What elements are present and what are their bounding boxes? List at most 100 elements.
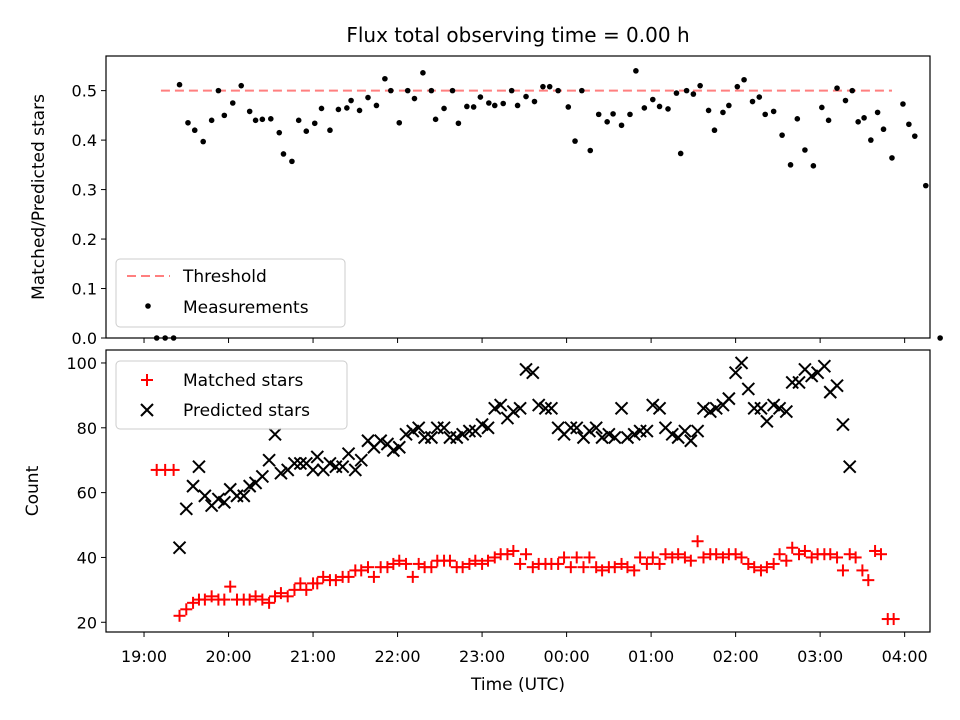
bottom-legend-box xyxy=(115,360,348,430)
measurement-point xyxy=(318,105,325,112)
measurement-point xyxy=(861,115,867,121)
measurement-point xyxy=(779,132,785,138)
measurement-point xyxy=(770,108,777,115)
measurement-point xyxy=(633,68,639,74)
predicted-star-point xyxy=(192,459,206,474)
measurement-point xyxy=(365,94,371,101)
matched-star-point xyxy=(367,570,380,583)
matched-star-point xyxy=(443,554,456,567)
predicted-star-point xyxy=(582,424,597,438)
predicted-star-point xyxy=(640,424,654,438)
measurement-point xyxy=(396,119,403,126)
legend-matched-swatch xyxy=(141,374,153,386)
predicted-star-point xyxy=(493,398,508,412)
matched-star-point xyxy=(798,544,811,557)
measurement-point xyxy=(268,116,274,122)
measurement-point xyxy=(335,106,342,113)
top-x-ticks xyxy=(143,338,906,343)
predicted-star-point xyxy=(754,401,768,416)
predicted-star-point xyxy=(620,430,635,445)
matched-star-point xyxy=(836,564,849,577)
measurement-point xyxy=(587,147,594,154)
measurement-point xyxy=(470,104,477,110)
x-tick-label: 04:00 xyxy=(882,647,928,666)
measurement-point xyxy=(734,83,741,90)
x-tick-label: 03:00 xyxy=(797,647,843,666)
measurement-point xyxy=(449,87,456,94)
predicted-star-point xyxy=(564,421,578,435)
legend-measurements-label: Measurements xyxy=(183,298,309,318)
predicted-star-point xyxy=(779,404,794,419)
matched-star-point xyxy=(311,577,324,590)
predicted-star-point xyxy=(830,378,844,393)
measurement-point xyxy=(508,87,515,94)
bottom-panel: 20 40 60 80 100 19:00 20:00 21:00 22:00 23:00 00:… xyxy=(23,349,931,695)
chart-title: Flux total observing time = 0.00 h xyxy=(346,23,689,47)
measurement-point xyxy=(627,111,633,118)
measurement-point xyxy=(514,102,521,109)
measurement-point xyxy=(825,117,832,124)
matched-star-point xyxy=(173,609,186,622)
measurement-point xyxy=(215,87,222,94)
measurement-point xyxy=(749,98,756,105)
matched-star-point xyxy=(406,570,419,583)
predicted-star-point xyxy=(274,466,288,480)
matched-star-point xyxy=(249,590,262,603)
top-panel: 0.0 0.1 0.2 0.3 0.4 0.5 Matched/Predicted sta… xyxy=(29,55,943,348)
predicted-star-point xyxy=(531,398,546,412)
predicted-star-point xyxy=(392,440,406,454)
measurement-point xyxy=(238,82,245,89)
matched-star-point xyxy=(514,557,527,570)
measurement-point xyxy=(280,151,287,157)
measurement-point xyxy=(705,107,712,114)
predicted-star-point xyxy=(728,365,743,380)
legend-predicted-swatch xyxy=(140,403,154,417)
bottom-legend: Matched stars Predicted stars xyxy=(115,360,348,430)
measurement-point xyxy=(428,87,435,94)
measurement-point xyxy=(604,119,610,125)
predicted-star-point xyxy=(287,456,302,471)
matched-star-point xyxy=(570,551,583,564)
predicted-star-point xyxy=(538,401,553,416)
measurement-point xyxy=(697,82,703,89)
matched-star-point xyxy=(558,551,571,564)
bottom-y-tick-label: 80 xyxy=(77,419,97,438)
measurement-point xyxy=(327,127,333,134)
measurement-point xyxy=(842,97,849,104)
measurement-point xyxy=(683,87,690,94)
top-y-tick-label: 0.5 xyxy=(72,82,97,101)
matched-star-point xyxy=(634,551,647,564)
measurement-point xyxy=(221,112,228,119)
measurement-point xyxy=(303,128,310,134)
predicted-star-point xyxy=(690,424,705,438)
measurement-point xyxy=(595,111,602,118)
matched-star-point xyxy=(862,574,875,587)
matched-star-point xyxy=(224,580,237,593)
top-y-tick-label: 0.3 xyxy=(72,181,97,200)
matched-star-point xyxy=(329,574,342,587)
measurement-point xyxy=(295,117,302,124)
measurement-point xyxy=(246,108,253,115)
predicted-star-point xyxy=(772,401,787,416)
predicted-star-point xyxy=(237,489,251,503)
measurement-point xyxy=(787,162,794,168)
x-tick-label: 22:00 xyxy=(375,647,421,666)
top-y-tick-label: 0.2 xyxy=(72,230,97,249)
predicted-star-point xyxy=(424,430,439,445)
predicted-star-point xyxy=(354,453,368,467)
x-tick-label: 21:00 xyxy=(290,647,336,666)
matched-star-point xyxy=(760,561,773,574)
predicted-star-point xyxy=(481,421,495,435)
measurement-point xyxy=(464,103,470,110)
measurement-point xyxy=(432,116,439,123)
predicted-star-point xyxy=(696,401,711,416)
predicted-star-point xyxy=(186,479,200,493)
predicted-star-point xyxy=(255,469,270,484)
matched-star-point xyxy=(887,613,900,626)
measurement-point xyxy=(756,94,763,100)
matched-star-point xyxy=(786,541,799,554)
predicted-star-point xyxy=(646,398,660,412)
measurement-point xyxy=(656,103,663,110)
x-axis-label: Time (UTC) xyxy=(470,675,565,695)
